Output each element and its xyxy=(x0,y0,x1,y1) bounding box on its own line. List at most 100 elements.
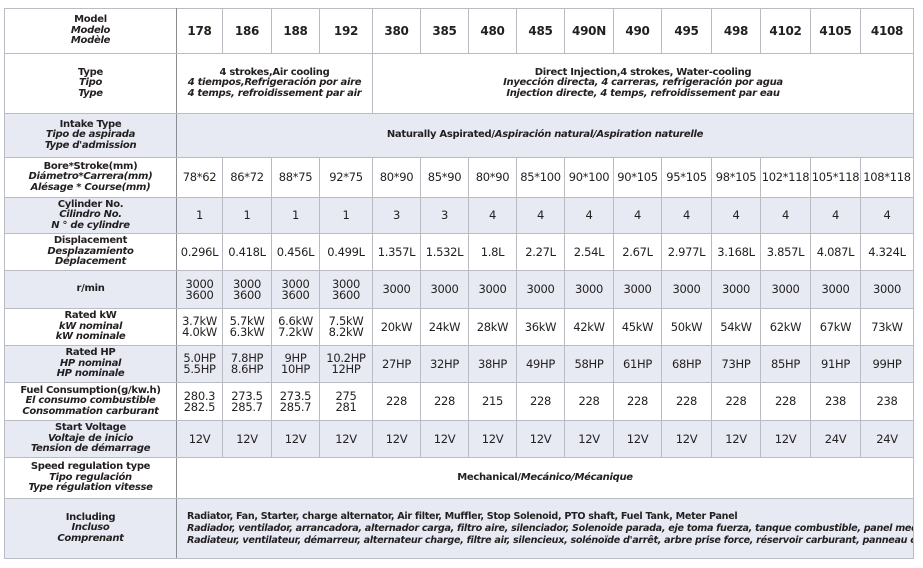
label-line: r/min xyxy=(76,283,105,295)
label-line: Rated kW xyxy=(64,310,117,322)
cell-fuel: 228 xyxy=(711,382,761,421)
cell-rpm: 3000 xyxy=(564,270,614,309)
cell-start_voltage: 12V xyxy=(661,420,712,458)
span-line: Injection directe, 4 temps, refroidissem… xyxy=(506,87,780,99)
cell-rpm: 3000 3600 xyxy=(176,270,223,309)
including-line: Radiador, ventilador, arrancadora, alter… xyxy=(187,522,914,534)
cell-start_voltage: 12V xyxy=(176,420,223,458)
cell-fuel: 238 xyxy=(860,382,914,421)
row-label-including: Including Incluso Comprenant xyxy=(4,498,177,559)
cell-bore: 78*62 xyxy=(176,157,223,198)
cell-start_voltage: 12V xyxy=(564,420,614,458)
cell-line: 8.2kW xyxy=(328,325,364,339)
model-header: 490N xyxy=(564,8,614,54)
cell-cylinder: 4 xyxy=(613,197,662,234)
cell-rated_hp: 68HP xyxy=(661,345,712,383)
cell-start_voltage: 12V xyxy=(516,420,565,458)
cell-displacement: 0.499L xyxy=(319,233,373,271)
cell-start_voltage: 12V xyxy=(468,420,517,458)
cell-bore: 88*75 xyxy=(271,157,320,198)
cell-start_voltage: 12V xyxy=(319,420,373,458)
row-label-rated_kw: Rated kW kW nominal kW nominale xyxy=(4,308,177,346)
cell-displacement: 4.087L xyxy=(810,233,861,271)
cell-start_voltage: 12V xyxy=(222,420,272,458)
cell-rated_kw: 42kW xyxy=(564,308,614,346)
cell-start_voltage: 12V xyxy=(271,420,320,458)
cell-displacement: 2.27L xyxy=(516,233,565,271)
label-line: Type xyxy=(78,66,103,78)
span-cell-speed: Mechanical/Mecánico/Mécanique xyxy=(176,457,914,499)
cell-bore: 85*100 xyxy=(516,157,565,198)
span-cell-type: Direct Injection,4 strokes, Water-coolin… xyxy=(372,53,914,114)
cell-displacement: 0.418L xyxy=(222,233,272,271)
cell-line: 282.5 xyxy=(183,399,216,414)
cell-bore: 80*90 xyxy=(372,157,421,198)
cell-start_voltage: 24V xyxy=(860,420,914,458)
label-line: Type régulation vitesse xyxy=(28,482,153,494)
cell-fuel: 215 xyxy=(468,382,517,421)
label-line: Déplacement xyxy=(55,256,126,268)
cell-fuel: 273.5 285.7 xyxy=(271,382,320,421)
cell-fuel: 273.5 285.7 xyxy=(222,382,272,421)
model-header: 186 xyxy=(222,8,272,54)
cell-displacement: 0.296L xyxy=(176,233,223,271)
label-line: Model xyxy=(74,14,107,26)
cell-rated_hp: 7.8HP 8.6HP xyxy=(222,345,272,383)
label-line: HP nominale xyxy=(56,368,125,380)
cell-rated_kw: 45kW xyxy=(613,308,662,346)
row-start_voltage: Start Voltage Voltaje de inicio Tension de… xyxy=(4,420,914,458)
cell-rated_hp: 27HP xyxy=(372,345,421,383)
cell-rated_hp: 10.2HP 12HP xyxy=(319,345,373,383)
cell-fuel: 228 xyxy=(564,382,614,421)
label-line: Including xyxy=(65,511,116,523)
row-model: Model Modelo Modèle 178 186 188 192 380 385 480 48… xyxy=(4,8,914,54)
row-label-cylinder: Cylinder No. Cilindro No. N ° de cylindre xyxy=(4,197,177,234)
cell-line: 3000 xyxy=(232,276,262,291)
model-header: 480 xyxy=(468,8,517,54)
cell-rated_kw: 73kW xyxy=(860,308,914,346)
span-line: 4 strokes,Air cooling xyxy=(219,66,330,78)
cell-fuel: 228 xyxy=(516,382,565,421)
cell-bore: 86*72 xyxy=(222,157,272,198)
label-line: Tipo de aspirada xyxy=(45,129,136,141)
row-displacement: Displacement Desplazamiento Déplacement 0.2… xyxy=(4,233,914,271)
row-rated_kw: Rated kW kW nominal kW nominale 3.7kW 4.0kW 5… xyxy=(4,308,914,346)
label-line: Tipo xyxy=(78,77,103,89)
cell-line: 9HP xyxy=(284,351,307,365)
cell-rated_kw: 67kW xyxy=(810,308,861,346)
cell-rated_kw: 7.5kW 8.2kW xyxy=(319,308,373,346)
cell-line: 12HP xyxy=(331,362,361,376)
model-header: 178 xyxy=(176,8,223,54)
model-header: 380 xyxy=(372,8,421,54)
span-cell-type: 4 strokes,Air cooling 4 tiempos,Refrigera… xyxy=(176,53,373,114)
cell-line: 5.5HP xyxy=(183,362,216,376)
model-header: 485 xyxy=(516,8,565,54)
cell-displacement: 2.54L xyxy=(564,233,614,271)
cell-rated_hp: 58HP xyxy=(564,345,614,383)
cell-rpm: 3000 xyxy=(860,270,914,309)
row-label-fuel: Fuel Consumption(g/kw.h) El consumo combu… xyxy=(4,382,177,421)
cell-bore: 108*118 xyxy=(860,157,914,198)
label-line: Tension de démarrage xyxy=(30,443,151,455)
cell-start_voltage: 12V xyxy=(613,420,662,458)
cell-rpm: 3000 xyxy=(810,270,861,309)
including-line: Radiateur, ventilateur, démarreur, alter… xyxy=(187,534,914,546)
row-fuel: Fuel Consumption(g/kw.h) El consumo combu… xyxy=(4,382,914,421)
cell-line: 3000 xyxy=(185,276,214,291)
cell-bore: 98*105 xyxy=(711,157,761,198)
cell-cylinder: 3 xyxy=(372,197,421,234)
row-label-speed: Speed regulation type Tipo regulación Type… xyxy=(4,457,177,499)
cell-rated_hp: 73HP xyxy=(711,345,761,383)
cell-cylinder: 4 xyxy=(516,197,565,234)
label-line: Cylinder No. xyxy=(57,198,124,210)
cell-start_voltage: 24V xyxy=(810,420,861,458)
span-part: Mechanical/ xyxy=(457,471,521,483)
cell-rated_hp: 49HP xyxy=(516,345,565,383)
cell-line: 273.5 xyxy=(279,388,312,403)
label-line: Rated HP xyxy=(65,347,116,359)
model-header: 495 xyxy=(661,8,712,54)
cell-fuel: 228 xyxy=(760,382,811,421)
cell-displacement: 4.324L xyxy=(860,233,914,271)
cell-displacement: 1.532L xyxy=(420,233,469,271)
cell-cylinder: 4 xyxy=(564,197,614,234)
